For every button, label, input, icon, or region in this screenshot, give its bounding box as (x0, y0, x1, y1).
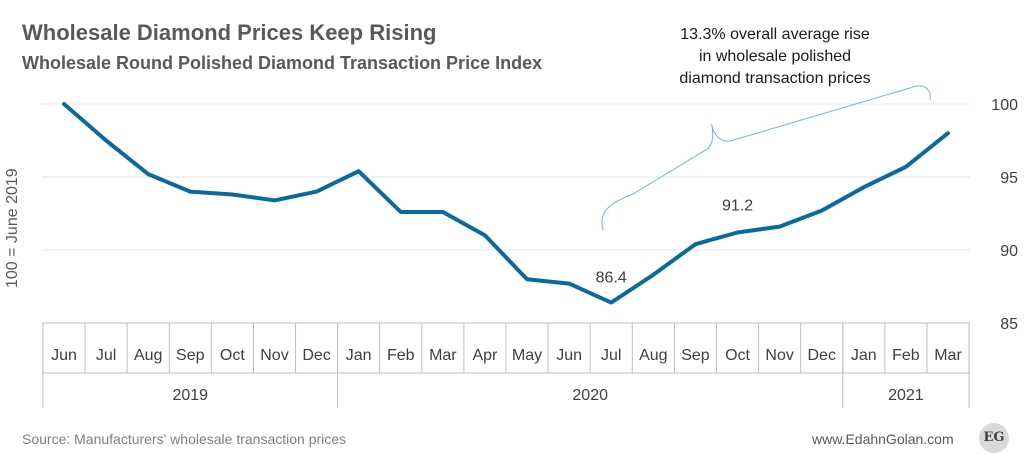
x-tick-label: Dec (302, 347, 330, 364)
x-tick-label: Feb (387, 347, 415, 364)
y-tick-label: 85 (1000, 316, 1018, 333)
year-label: 2020 (572, 387, 608, 404)
year-label: 2021 (888, 387, 924, 404)
x-tick-label: May (512, 347, 542, 364)
x-tick-label: Jun (51, 347, 77, 364)
x-tick-label: Apr (472, 347, 498, 364)
x-tick-label: Sep (176, 347, 205, 364)
x-tick-label: Jul (96, 347, 116, 364)
eg-logo: EG (979, 423, 1009, 453)
website-link[interactable]: www.EdahnGolan.com (812, 431, 954, 447)
annotation-text: 13.3% overall average rise in wholesale … (640, 24, 910, 90)
x-tick-label: Aug (134, 347, 162, 364)
x-tick-label: Sep (681, 347, 710, 364)
annotation-line-1: 13.3% overall average rise (680, 26, 870, 43)
x-tick-label: Mar (934, 347, 962, 364)
data-label: 86.4 (596, 270, 627, 287)
series-line (62, 102, 950, 305)
chart-title: Wholesale Diamond Prices Keep Rising (22, 20, 437, 45)
y-tick-label: 95 (1000, 170, 1018, 187)
x-tick-label: Dec (807, 347, 835, 364)
annotation-brace (601, 85, 931, 231)
x-tick-label: Jun (556, 347, 582, 364)
x-tick-label: Oct (220, 347, 245, 364)
annotation-line-2: in wholesale polished (698, 48, 852, 65)
y-tick-label: 100 (991, 97, 1018, 114)
year-label: 2019 (172, 387, 208, 404)
x-tick-label: Oct (725, 347, 750, 364)
x-tick-label: Feb (892, 347, 920, 364)
x-tick-label: Nov (260, 347, 288, 364)
x-tick-label: Mar (429, 347, 457, 364)
data-label: 91.2 (722, 197, 753, 214)
x-tick-label: Aug (639, 347, 667, 364)
x-tick-label: Jan (851, 347, 877, 364)
x-tick-label: Jul (601, 347, 621, 364)
chart-subtitle: Wholesale Round Polished Diamond Transac… (22, 53, 543, 73)
annotation-line-3: diamond transaction prices (679, 70, 871, 87)
x-tick-label: Nov (765, 347, 793, 364)
source-note: Source: Manufacturers' wholesale transac… (22, 431, 347, 447)
x-tick-label: Jan (346, 347, 372, 364)
y-tick-label: 90 (1000, 243, 1018, 260)
